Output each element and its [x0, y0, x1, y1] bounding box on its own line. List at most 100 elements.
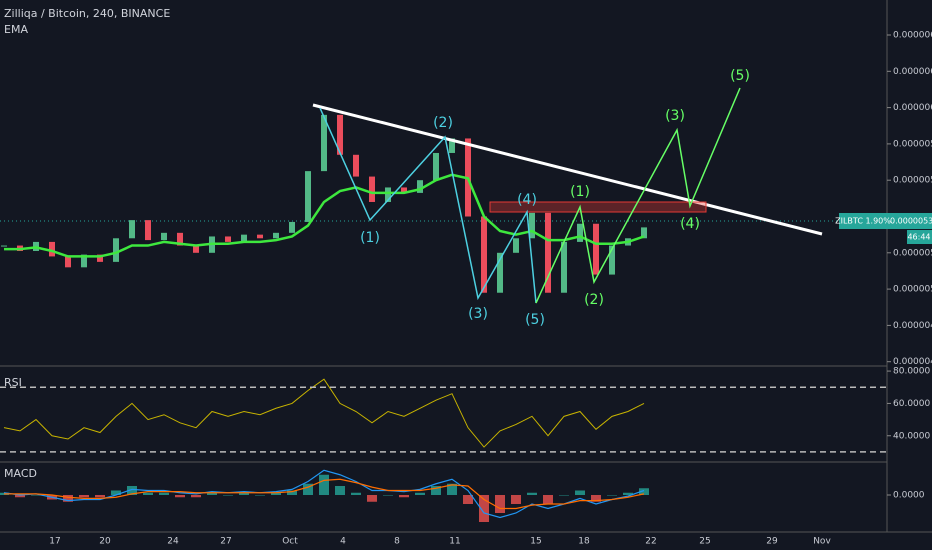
candle: [497, 252, 503, 293]
candle: [369, 176, 375, 202]
symbol-tag: [839, 213, 887, 229]
date-label: 8: [394, 537, 400, 547]
wave-label: (4): [517, 192, 537, 208]
candle: [577, 223, 583, 242]
candle: [513, 238, 519, 253]
macd-histogram-bar: [303, 483, 313, 495]
macd-histogram-bar: [447, 483, 457, 495]
macd-histogram-bar: [415, 492, 425, 495]
price-tick-label: 0.00000560: [893, 176, 932, 186]
date-label: 15: [530, 537, 541, 547]
candle: [593, 223, 599, 275]
macd-histogram-bar: [527, 492, 537, 495]
macd-histogram-bar: [175, 495, 185, 498]
macd-histogram-bar: [95, 495, 105, 498]
candle: [241, 234, 247, 242]
countdown: 46:44: [907, 233, 930, 242]
macd-histogram-bar: [495, 495, 505, 513]
trend-line[interactable]: [312, 103, 823, 236]
macd-histogram-bar: [399, 495, 409, 498]
wave-label: (2): [433, 115, 453, 131]
candle: [257, 234, 263, 239]
price-tick-label: 0.00000460: [893, 357, 932, 367]
rsi-label: RSI: [4, 376, 22, 389]
signal-line: [4, 478, 645, 510]
candle: [177, 232, 183, 246]
wave-label: (5): [525, 312, 545, 328]
countdown-tag: [907, 230, 932, 244]
ema-line: [4, 173, 645, 258]
candle: [97, 254, 103, 262]
macd-tick-label: 0.0000: [893, 491, 925, 501]
macd-histogram-bar: [559, 495, 569, 496]
candle: [337, 114, 343, 155]
candle: [273, 232, 279, 239]
candle: [193, 245, 199, 253]
date-label: 22: [645, 537, 656, 547]
candle: [289, 221, 295, 233]
candle: [1, 245, 7, 247]
macd-histogram-bar: [31, 495, 41, 496]
macd-histogram-bar: [639, 488, 649, 495]
price-tick-label: 0.00000580: [893, 139, 932, 149]
candle: [609, 245, 615, 275]
symbol-change: ZILBTC 1.90%: [835, 217, 891, 226]
price-tick-label: 0.00000480: [893, 321, 932, 331]
macd-histogram-bar: [623, 492, 633, 495]
macd-histogram-bar: [159, 492, 169, 495]
candle: [81, 254, 87, 268]
candle: [385, 187, 391, 202]
macd-histogram-bar: [143, 492, 153, 495]
macd-histogram-bar: [191, 495, 201, 498]
rsi-line: [3, 378, 645, 448]
macd-histogram-bar: [223, 495, 233, 496]
indicator-name: EMA: [4, 23, 28, 36]
candle: [161, 232, 167, 241]
macd-histogram-bar: [63, 495, 73, 502]
date-label: 11: [449, 537, 460, 547]
price-tick-label: 0.00000500: [893, 285, 932, 295]
candle: [433, 152, 439, 181]
macd-histogram-bar: [351, 492, 361, 495]
date-label: 27: [220, 537, 231, 547]
macd-line: [3, 469, 645, 519]
macd-histogram-bar: [255, 495, 265, 496]
wave-path[interactable]: [319, 107, 537, 304]
macd-histogram-bar: [479, 495, 489, 522]
candle: [641, 227, 647, 239]
candle: [529, 212, 535, 239]
resistance-zone[interactable]: [489, 201, 707, 213]
date-label: 25: [699, 537, 710, 547]
price-tick-label: 0.00000620: [893, 67, 932, 77]
macd-histogram-bar: [591, 495, 601, 502]
macd-histogram-bar: [607, 495, 617, 496]
date-label: 4: [340, 537, 346, 547]
price-tick-label: 0.00000520: [893, 248, 932, 258]
macd-histogram-bar: [15, 495, 25, 498]
candle: [481, 216, 487, 293]
macd-histogram-bar: [383, 495, 393, 496]
projection-label: (4): [680, 216, 700, 232]
projection-label: (1): [570, 184, 590, 200]
projection-path[interactable]: [535, 87, 741, 304]
macd-label: MACD: [4, 467, 37, 480]
candle: [401, 187, 407, 193]
candle: [65, 256, 71, 268]
price-tick-label: 0.00000640: [893, 31, 932, 41]
candle: [113, 238, 119, 262]
marks: [0, 114, 649, 522]
wave-label: (3): [468, 306, 488, 322]
rsi-tick-label: 80.0000: [893, 367, 930, 377]
candle: [305, 171, 311, 222]
macd-histogram-bar: [335, 486, 345, 495]
chart-title: Zilliqa / Bitcoin, 240, BINANCE: [4, 7, 170, 20]
price-tick-label: 0.00000600: [893, 103, 932, 113]
macd-histogram-bar: [79, 495, 89, 498]
macd-histogram-bar: [367, 495, 377, 502]
macd-histogram-bar: [511, 495, 521, 504]
candle: [145, 220, 151, 241]
macd-histogram-bar: [463, 495, 473, 504]
date-label: 24: [167, 537, 179, 547]
